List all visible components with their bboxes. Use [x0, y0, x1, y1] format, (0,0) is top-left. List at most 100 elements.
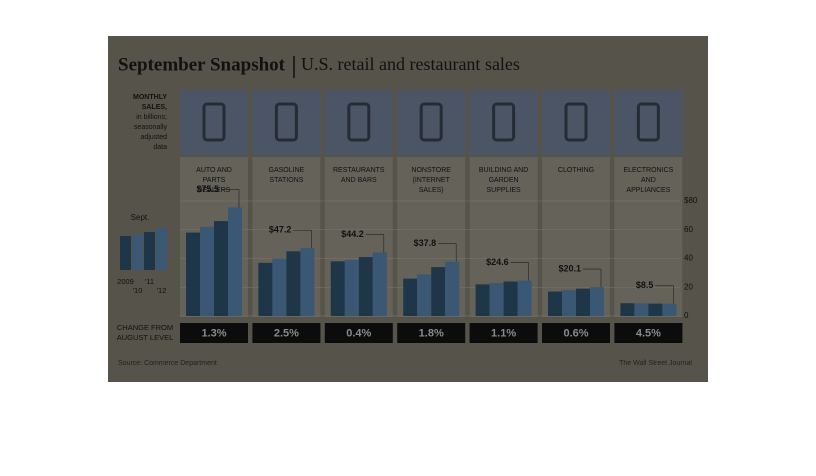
icon [202, 102, 226, 142]
category-label: BUILDING AND [479, 167, 528, 174]
category-label: DEALERS [198, 187, 231, 194]
bar [445, 261, 460, 316]
legend-swatch [156, 228, 167, 270]
y-label: data [153, 144, 167, 151]
chart-subtitle: U.S. retail and restaurant sales [301, 54, 520, 74]
icon [274, 102, 298, 142]
change-heading: AUGUST LEVEL [117, 333, 174, 342]
value-label: $24.6 [486, 257, 509, 267]
change-label: 0.4% [346, 327, 371, 339]
y-tick-label: 20 [684, 282, 693, 291]
category-label: (INTERNET [413, 177, 451, 184]
bar [648, 303, 663, 316]
category-label: GARDEN [489, 177, 519, 184]
bar [562, 290, 576, 316]
bar [300, 248, 315, 316]
bar [417, 274, 432, 316]
legend-label: Sept. [131, 213, 150, 222]
category-label: GASOLINE [269, 167, 305, 174]
category-label: ELECTRONICS [624, 167, 674, 174]
category-label: RESTAURANTS [333, 167, 385, 174]
legend-label: '11 [145, 277, 154, 286]
category-label: CLOTHING [558, 167, 594, 174]
y-label: SALES, [142, 104, 167, 111]
y-label: seasonally [134, 124, 168, 131]
bar [489, 282, 504, 316]
change-box [542, 323, 610, 343]
category-label: SUPPLIES [486, 187, 521, 194]
value-label: $8.5 [636, 280, 654, 290]
change-box [614, 323, 683, 343]
legend-label: 2009 [117, 277, 134, 286]
source: Source: Commerce Department [118, 360, 217, 367]
legend-swatch [132, 234, 143, 270]
change-box [397, 323, 466, 343]
legend-swatch [120, 236, 131, 270]
y-label: adjusted [141, 134, 168, 141]
chart-title: September Snapshot [118, 54, 286, 75]
legend-swatch [144, 232, 155, 270]
change-label: 0.6% [563, 327, 588, 339]
bar [576, 288, 590, 316]
legend-label: '12 [157, 286, 167, 295]
y-label: in billions; [136, 114, 167, 121]
bar [634, 303, 649, 316]
bar [662, 303, 677, 316]
category-label: APPLIANCES [626, 187, 670, 194]
panel [614, 157, 683, 317]
icon [492, 102, 516, 142]
category-label: AUTO AND [196, 167, 232, 174]
bar [517, 280, 532, 316]
icon [564, 102, 588, 142]
icon-box [324, 90, 393, 155]
icon-box [614, 90, 683, 155]
change-box [252, 323, 321, 343]
bar [358, 257, 373, 316]
icon [347, 102, 371, 142]
category-label: NONSTORE [411, 167, 451, 174]
icon-box [252, 90, 321, 155]
legend-label: '10 [133, 286, 143, 295]
y-tick-label: 60 [684, 225, 693, 234]
category-label: AND BARS [341, 177, 377, 184]
value-label: $44.2 [341, 229, 364, 239]
change-label: 1.8% [419, 327, 444, 339]
icon-box [542, 90, 610, 155]
change-box [324, 323, 393, 343]
category-label: SALES) [419, 187, 444, 194]
bar [200, 226, 214, 316]
change-label: 1.3% [201, 327, 226, 339]
change-label: 4.5% [636, 327, 661, 339]
icon-box [180, 90, 248, 155]
icon [419, 102, 443, 142]
value-label: $75.5 [196, 184, 219, 194]
bar [228, 207, 242, 316]
bar [475, 284, 490, 316]
bar [258, 262, 273, 316]
change-box [180, 323, 248, 343]
icon-box [469, 90, 538, 155]
bar [372, 252, 387, 316]
icon [636, 102, 660, 142]
value-label: $37.8 [414, 238, 437, 248]
change-heading: CHANGE FROM [117, 323, 173, 332]
credit: The Wall Street Journal [619, 360, 692, 367]
bar [214, 221, 228, 316]
y-label: MONTHLY [133, 94, 167, 101]
bar [330, 261, 345, 316]
bar [620, 303, 635, 316]
category-label: STATIONS [269, 177, 303, 184]
y-tick-label: 0 [684, 311, 689, 320]
bar [431, 267, 446, 316]
icon-box [397, 90, 466, 155]
bar [503, 281, 518, 316]
bar [186, 232, 200, 316]
change-box [469, 323, 538, 343]
y-tick-label: $80 [684, 196, 698, 205]
category-label: PARTS [203, 177, 226, 184]
bar [344, 259, 359, 316]
bar [548, 291, 562, 316]
bar [286, 251, 301, 316]
bar [403, 278, 418, 316]
y-tick-label: 40 [684, 254, 693, 263]
